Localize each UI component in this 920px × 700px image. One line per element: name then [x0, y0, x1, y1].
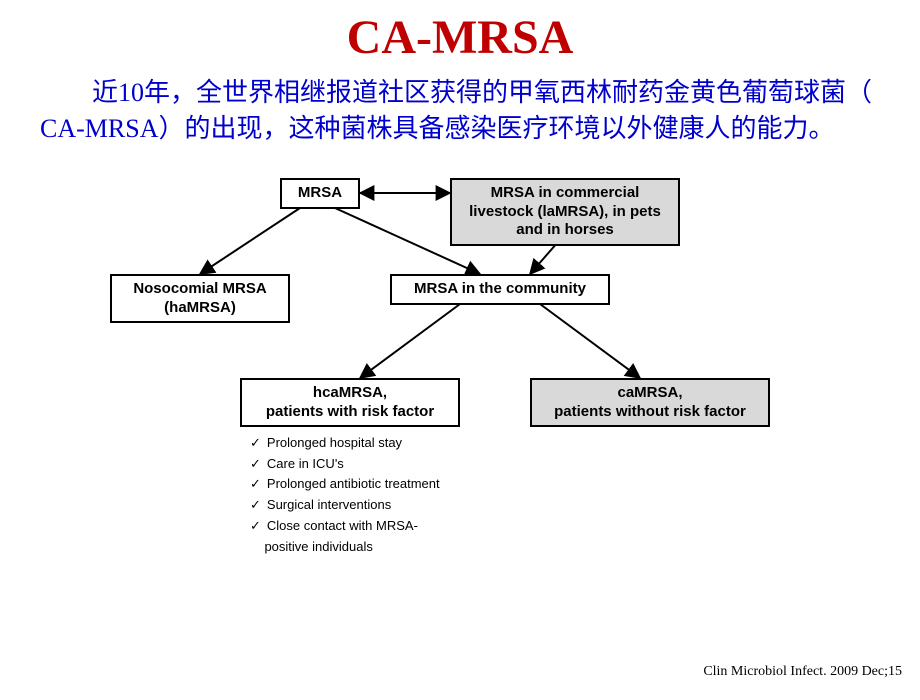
risk-factor-list: Prolonged hospital stayCare in ICU'sProl… [250, 433, 440, 558]
risk-item: Care in ICU's [250, 454, 440, 475]
edge-mrsa-nosocomial [200, 208, 300, 274]
risk-item: Close contact with MRSA- positive indivi… [250, 516, 440, 558]
node-nosocomial: Nosocomial MRSA (haMRSA) [110, 274, 290, 324]
node-mrsa: MRSA [280, 178, 360, 209]
node-hca: hcaMRSA,patients with risk factor [240, 378, 460, 428]
risk-item: Prolonged hospital stay [250, 433, 440, 454]
node-ca: caMRSA,patients without risk factor [530, 378, 770, 428]
intro-paragraph: 近10年，全世界相继报道社区获得的甲氧西林耐药金黄色葡萄球菌（ CA-MRSA）… [40, 75, 880, 148]
node-community: MRSA in the community [390, 274, 610, 305]
node-livestock: MRSA in commercial livestock (laMRSA), i… [450, 178, 680, 246]
edge-community-ca [540, 304, 640, 378]
intro-text: 近10年，全世界相继报道社区获得的甲氧西林耐药金黄色葡萄球菌（ CA-MRSA）… [40, 78, 872, 143]
risk-item: Surgical interventions [250, 495, 440, 516]
edge-community-hca [360, 304, 460, 378]
risk-item: Prolonged antibiotic treatment [250, 474, 440, 495]
page-title: CA-MRSA [0, 10, 920, 65]
citation: Clin Microbiol Infect. 2009 Dec;15 [703, 664, 902, 680]
mrsa-flowchart: MRSA MRSA in commercial livestock (laMRSA… [110, 178, 810, 608]
